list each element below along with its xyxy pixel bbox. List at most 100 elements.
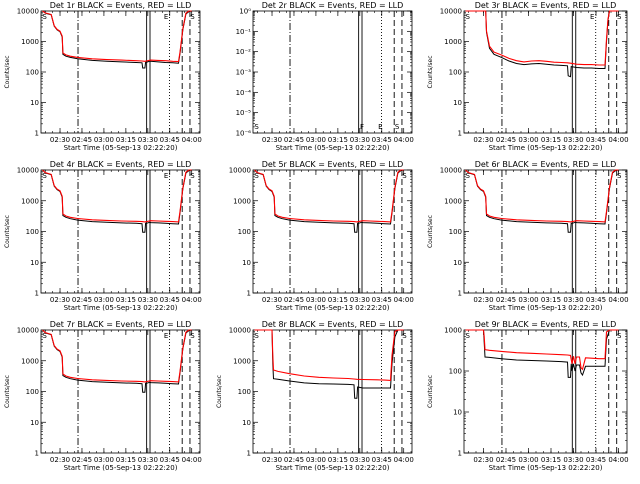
y-tick-label: 10 bbox=[30, 419, 39, 427]
x-tick-label: 02:45 bbox=[284, 456, 304, 464]
y-tick-label: 1 bbox=[458, 450, 462, 458]
x-tick-label: 03:00 bbox=[518, 136, 538, 144]
marker-label: S bbox=[254, 172, 259, 180]
series-lld-line bbox=[465, 329, 619, 371]
series-events-line bbox=[254, 329, 404, 399]
plot-frame bbox=[463, 169, 628, 294]
marker-label: E bbox=[164, 13, 168, 21]
y-tick-label: 1000 bbox=[21, 197, 39, 205]
x-tick-label: 03:15 bbox=[116, 296, 136, 304]
plot-frame bbox=[252, 10, 413, 134]
y-tick-label: 10000 bbox=[17, 8, 39, 16]
chart-title: Det 4r BLACK = Events, RED = LLD bbox=[50, 160, 192, 169]
marker-label: S bbox=[254, 332, 259, 340]
chart-title: Det 6r BLACK = Events, RED = LLD bbox=[475, 160, 617, 169]
y-tick-label: 100 bbox=[238, 228, 251, 236]
chart-title: Det 9r BLACK = Events, RED = LLD bbox=[475, 320, 617, 329]
y-tick-label: 1 bbox=[247, 450, 251, 458]
x-tick-label: 02:45 bbox=[496, 136, 516, 144]
y-tick-label: 1000 bbox=[233, 197, 251, 205]
series-events-line bbox=[465, 329, 619, 378]
series-lld-line bbox=[254, 329, 404, 381]
y-tick-label: 1 bbox=[458, 130, 462, 138]
x-tick-label: 03:45 bbox=[160, 456, 180, 464]
x-tick-label: 03:45 bbox=[372, 296, 392, 304]
chart-title: Det 8r BLACK = Events, RED = LLD bbox=[262, 320, 404, 329]
series-lld-line bbox=[465, 10, 619, 66]
marker-label: E bbox=[164, 172, 168, 180]
y-tick-label: 1000 bbox=[444, 38, 462, 46]
chart-title: Det 3r BLACK = Events, RED = LLD bbox=[475, 1, 617, 10]
x-tick-label: 03:30 bbox=[138, 456, 158, 464]
x-tick-label: 03:15 bbox=[116, 136, 136, 144]
marker-label: S bbox=[42, 172, 47, 180]
y-tick-label: 100 bbox=[449, 69, 462, 77]
y-tick-label: 10⁻⁴ bbox=[236, 89, 252, 97]
x-tick-label: 03:15 bbox=[541, 296, 561, 304]
chart-panel-1: Det 1r BLACK = Events, RED = LLD 1 10 100 10… bbox=[4, 1, 202, 152]
x-tick-label: 03:00 bbox=[518, 296, 538, 304]
y-tick-label: 10000 bbox=[440, 167, 462, 175]
x-tick-label: 02:45 bbox=[72, 136, 92, 144]
x-tick-label: 03:30 bbox=[563, 136, 583, 144]
x-tick-label: 03:15 bbox=[116, 456, 136, 464]
y-tick-label: 10 bbox=[453, 409, 462, 417]
series-lld-line bbox=[42, 329, 192, 383]
chart-panel-3: Det 3r BLACK = Events, RED = LLD 1 10 100 10… bbox=[427, 1, 629, 152]
marker-label: S bbox=[190, 13, 195, 21]
y-tick-label: 10000 bbox=[229, 327, 251, 335]
x-tick-label: 04:00 bbox=[394, 136, 414, 144]
chart-title: Det 5r BLACK = Events, RED = LLD bbox=[262, 160, 404, 169]
plot-frame bbox=[252, 169, 413, 294]
marker-label: S bbox=[617, 332, 622, 340]
x-tick-label: 03:00 bbox=[94, 296, 114, 304]
y-tick-label: 1 bbox=[247, 290, 251, 298]
x-tick-label: 03:30 bbox=[563, 456, 583, 464]
y-tick-label: 100 bbox=[26, 69, 39, 77]
y-tick-label: 100 bbox=[238, 388, 251, 396]
x-tick-label: 02:30 bbox=[50, 456, 70, 464]
y-tick-label: 10 bbox=[453, 259, 462, 267]
x-tick-label: 04:00 bbox=[608, 296, 628, 304]
chart-panel-7: Det 7r BLACK = Events, RED = LLD 1 10 100 10… bbox=[4, 320, 202, 472]
marker-label: S bbox=[617, 13, 622, 21]
marker-label: E bbox=[378, 123, 382, 131]
marker-label: S bbox=[395, 123, 400, 131]
chart-panel-2: Det 2r BLACK = Events, RED = LLD 10⁻⁶ 10⁻⁵… bbox=[236, 1, 414, 152]
x-tick-label: 03:00 bbox=[306, 456, 326, 464]
y-tick-label: 1 bbox=[458, 290, 462, 298]
series-lld-line bbox=[42, 169, 192, 223]
y-axis-label: Counts/sec bbox=[4, 55, 11, 88]
series-lld-line bbox=[42, 10, 192, 63]
y-tick-label: 100 bbox=[26, 228, 39, 236]
y-tick-label: 1 bbox=[35, 450, 39, 458]
x-axis-label: Start Time (05-Sep-13 02:22:20) bbox=[64, 144, 178, 152]
x-tick-label: 03:30 bbox=[350, 136, 370, 144]
x-tick-label: 03:45 bbox=[586, 136, 606, 144]
x-tick-label: 02:30 bbox=[262, 136, 282, 144]
chart-panel-5: Det 5r BLACK = Events, RED = LLD 1 10 100 10… bbox=[229, 160, 414, 312]
y-axis-label: Counts/sec bbox=[4, 215, 11, 248]
x-axis-label: Start Time (05-Sep-13 02:22:20) bbox=[64, 304, 178, 312]
series-lld-line bbox=[254, 169, 404, 223]
y-tick-label: 10000 bbox=[440, 8, 462, 16]
x-tick-label: 04:00 bbox=[182, 136, 202, 144]
plot-frame bbox=[252, 329, 413, 454]
marker-label: S bbox=[402, 332, 407, 340]
y-tick-label: 1 bbox=[35, 130, 39, 138]
x-tick-label: 04:00 bbox=[394, 296, 414, 304]
x-tick-label: 03:30 bbox=[138, 136, 158, 144]
x-tick-label: 03:15 bbox=[328, 296, 348, 304]
y-axis-label: Counts/sec bbox=[216, 375, 223, 408]
x-axis-label: Start Time (05-Sep-13 02:22:20) bbox=[276, 304, 390, 312]
marker-label: S bbox=[466, 13, 471, 21]
y-tick-label: 10⁻³ bbox=[236, 69, 252, 77]
marker-label: S bbox=[190, 172, 195, 180]
x-tick-label: 03:15 bbox=[328, 456, 348, 464]
series-lld-line bbox=[465, 169, 619, 223]
y-tick-label: 10000 bbox=[17, 327, 39, 335]
marker-label: E bbox=[164, 332, 168, 340]
x-axis-label: Start Time (05-Sep-13 02:22:20) bbox=[489, 304, 603, 312]
y-axis-label: Counts/sec bbox=[427, 215, 434, 248]
